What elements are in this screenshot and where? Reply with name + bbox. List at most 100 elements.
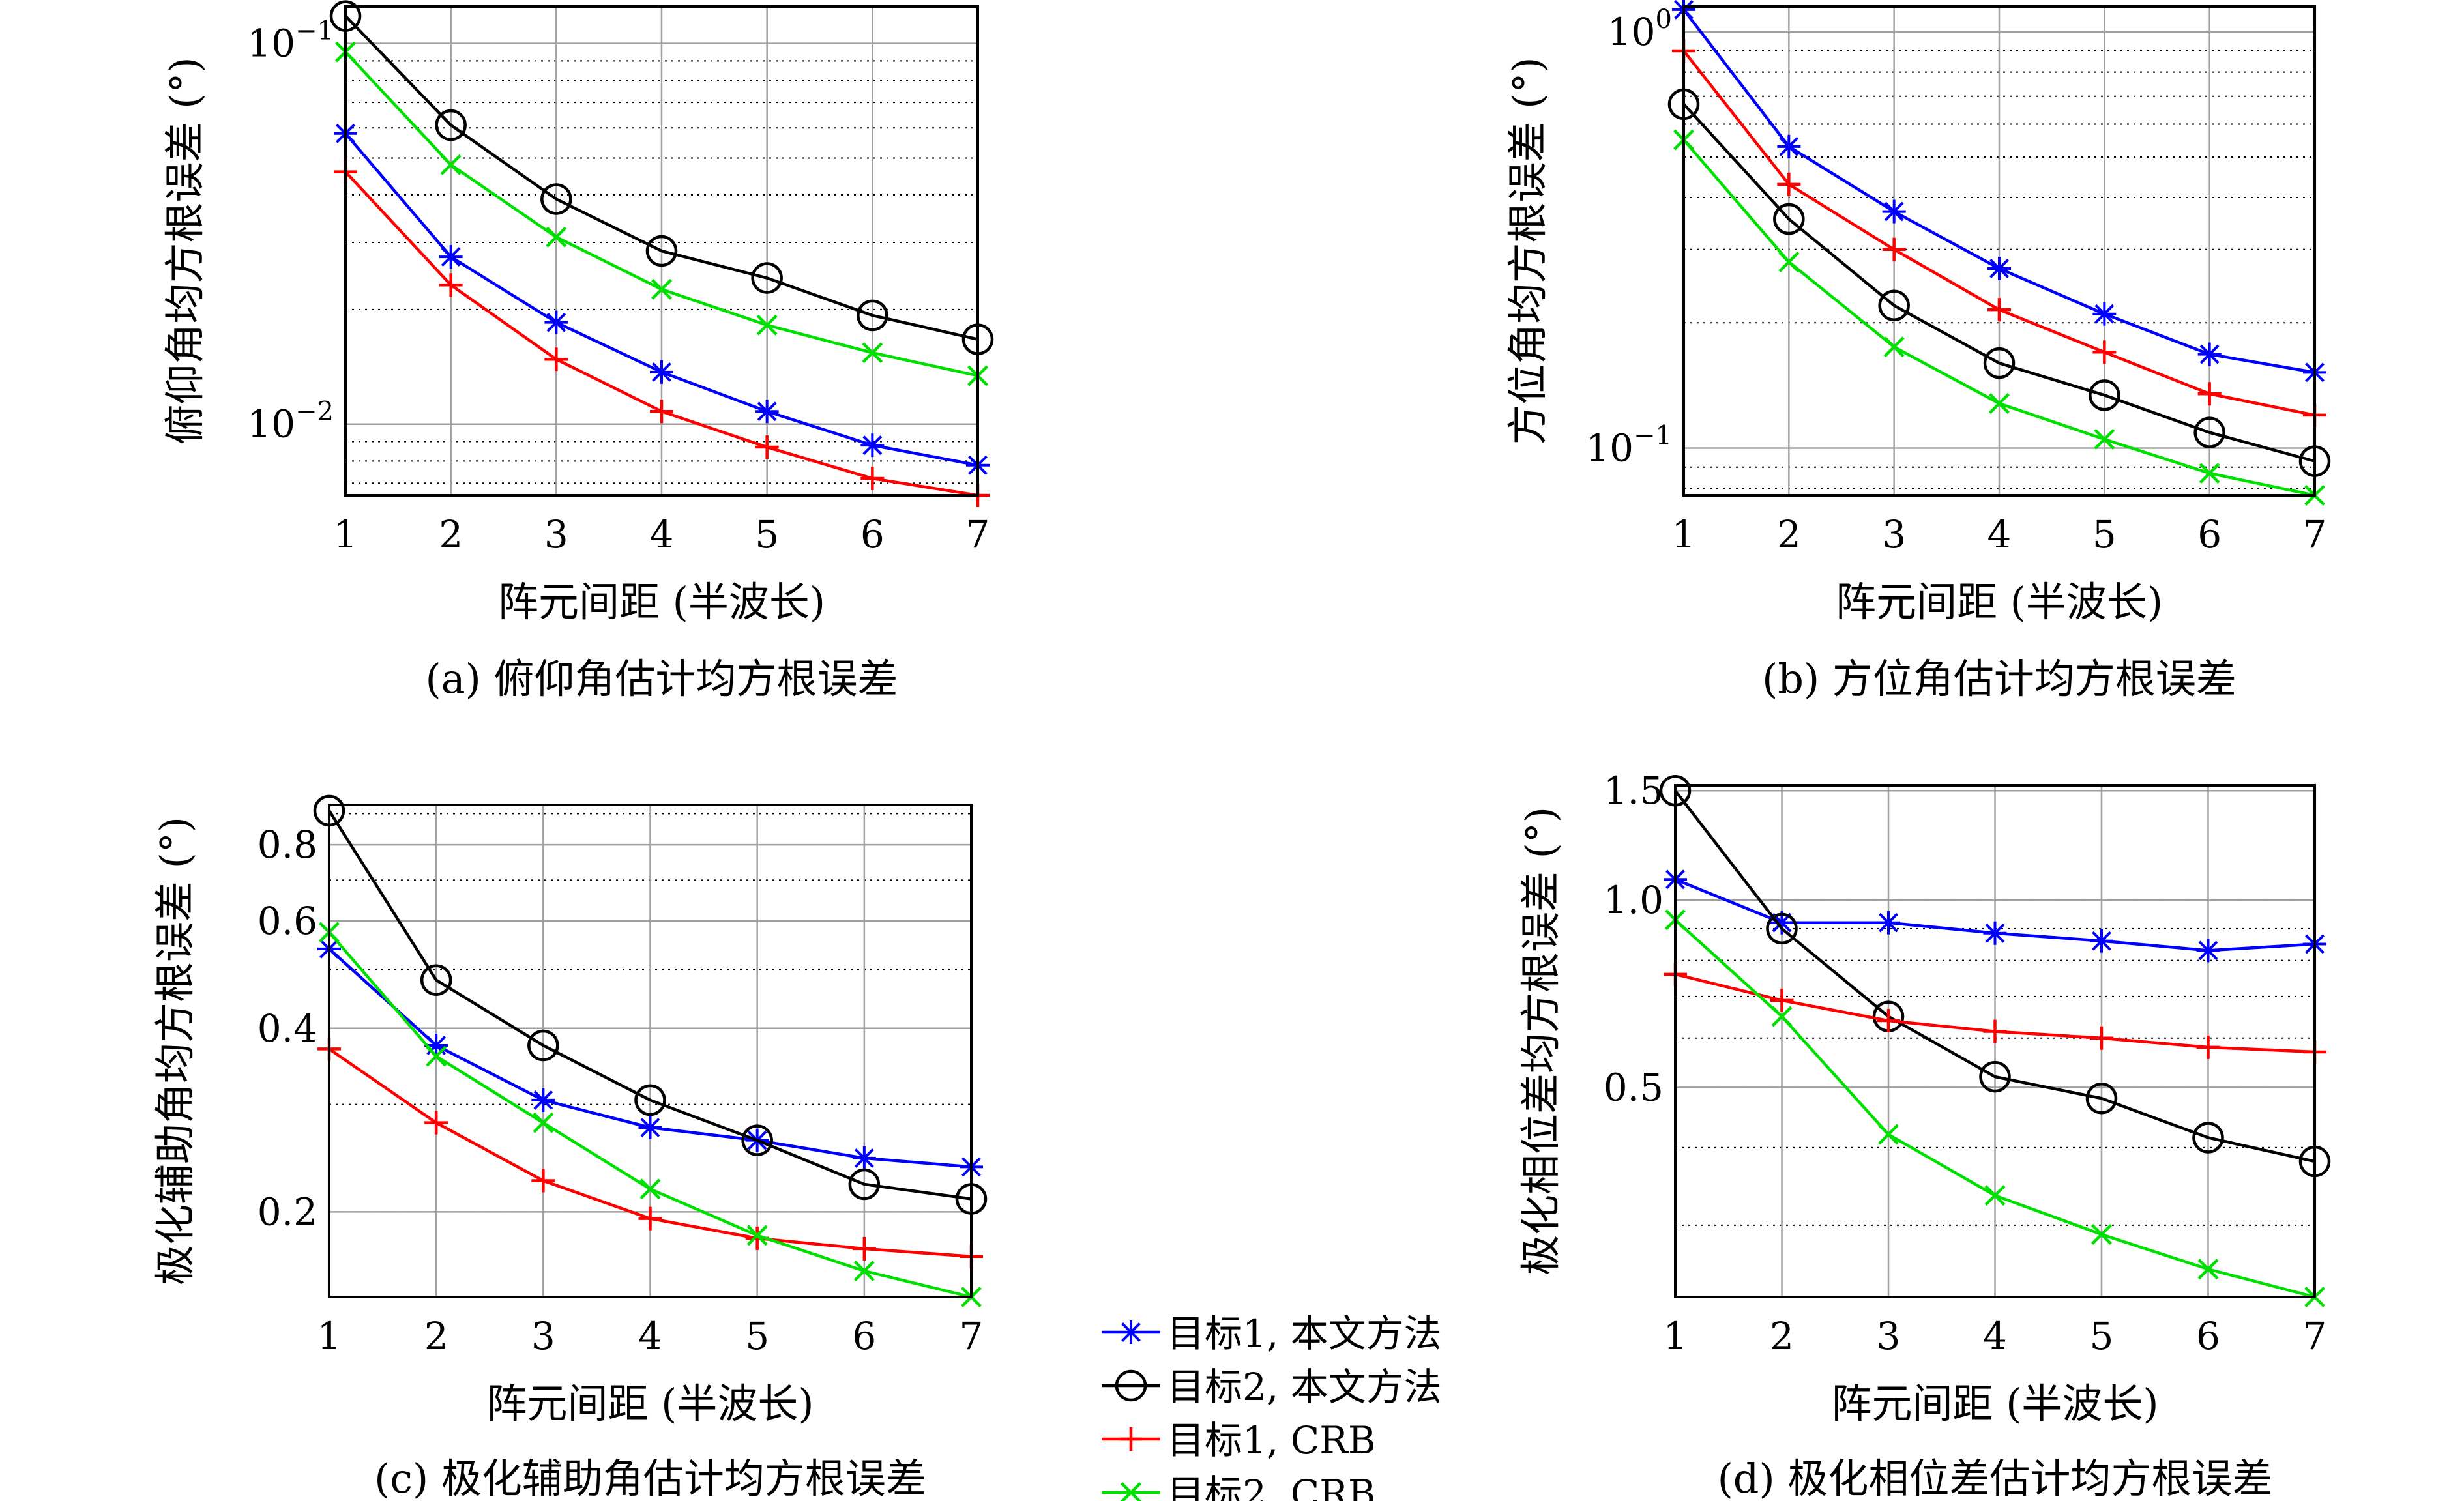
chart-panel-c: 0.8 0.6 0.4 0.2 1 2 3 4 5 6 7 阵元间距 (半波长) 极化辅助角均方根误差 … [151, 794, 988, 1501]
data-point [420, 964, 452, 996]
y-axis-label: 极化相位差均方根误差 (°) [1517, 807, 1564, 1275]
series-1 [1664, 867, 2326, 963]
data-point [639, 1178, 661, 1200]
legend-marker [1115, 1369, 1147, 1402]
data-point [755, 400, 779, 424]
x-axis-label: 阵元间距 (半波长) [1831, 1380, 2158, 1427]
chart-panel-b: 100 10−11 2 3 4 5 6 7 阵元间距 (半波长) 方位角均方根误差 (°) (b) … [1504, 0, 2331, 703]
series-2 [1667, 88, 2331, 477]
plot-frame [1674, 784, 2316, 1298]
data-point [860, 467, 885, 491]
panel-caption: (a) 俯仰角估计均方根误差 [425, 655, 898, 703]
x-tick-label: 3 [1882, 512, 1906, 557]
x-tick-label: 3 [544, 512, 568, 557]
data-point [2090, 1026, 2113, 1050]
data-point [1778, 251, 1800, 272]
data-point [1989, 393, 2010, 415]
data-point [2091, 1223, 2112, 1245]
x-tick-label: 4 [1983, 1314, 2007, 1358]
data-point [1777, 134, 1801, 158]
data-point [848, 1168, 881, 1201]
data-point [1877, 1009, 1900, 1033]
data-point [435, 109, 467, 141]
data-point [755, 435, 779, 459]
data-point [1987, 298, 2011, 322]
data-point [533, 1112, 554, 1133]
data-point [650, 400, 673, 424]
legend-entry: 目标2, 本文方法 [1102, 1365, 1442, 1409]
series-line [328, 809, 972, 1201]
x-tick-label: 5 [745, 1314, 769, 1358]
data-point [544, 347, 568, 372]
x-tick-label: 2 [439, 512, 463, 557]
data-point [862, 342, 883, 364]
data-point [2193, 416, 2225, 448]
legend-entry: 目标1, 本文方法 [1102, 1311, 1442, 1356]
x-axis-label: 阵元间距 (半波长) [498, 578, 825, 626]
data-point [1777, 172, 1801, 196]
data-point [439, 245, 463, 269]
data-point [1983, 347, 2016, 379]
chart-panel-d: 1.5 1.0 0.5 1 2 3 4 5 6 7 阵元间距 (半波长) 极化相位差均方根误差 (°)… [1517, 768, 2331, 1501]
data-point [741, 1124, 773, 1156]
x-tick-label: 7 [2303, 1314, 2327, 1358]
data-point [1877, 911, 1900, 935]
x-tick-label: 2 [1777, 512, 1801, 557]
data-point [2092, 302, 2117, 326]
data-point [746, 1225, 768, 1246]
legend-label: 目标2, CRB [1167, 1472, 1375, 1501]
data-point [2197, 342, 2222, 366]
x-tick-label: 3 [531, 1314, 555, 1358]
data-point [857, 299, 888, 332]
legend-label: 目标2, 本文方法 [1167, 1365, 1442, 1409]
plot-frame [344, 5, 979, 497]
x-tick-label: 6 [852, 1314, 876, 1358]
data-point [1773, 203, 1805, 235]
y-axis-label: 俯仰角均方根误差 (°) [161, 57, 209, 444]
y-axis-label: 方位角均方根误差 (°) [1504, 57, 1551, 444]
x-axis-label: 阵元间距 (半波长) [486, 1380, 814, 1427]
data-point [638, 1206, 662, 1231]
data-point [638, 1115, 662, 1139]
x-tick-label: 6 [860, 512, 885, 557]
data-point [544, 310, 568, 334]
data-point [1771, 1006, 1793, 1027]
x-tick-label: 1 [317, 1314, 342, 1358]
y-axis-label: 极化辅助角均方根误差 (°) [151, 817, 199, 1285]
series-line [1682, 103, 2315, 463]
data-point [1979, 1060, 2011, 1093]
y-tick-label: 0.5 [1604, 1065, 1664, 1109]
y-tick-label: 1.0 [1604, 878, 1664, 922]
y-tick-label: 100 [1607, 5, 1672, 54]
data-point [2196, 1035, 2220, 1059]
data-point [852, 1236, 876, 1261]
data-point [2192, 1122, 2224, 1154]
legend-marker [1121, 1482, 1141, 1501]
y-tick-label: 10−2 [247, 397, 334, 446]
data-point [2092, 340, 2117, 364]
data-point [2090, 929, 2113, 953]
legend-entry: 目标2, CRB [1102, 1472, 1375, 1501]
data-point [546, 226, 567, 248]
data-point [1882, 237, 1906, 261]
chart-panel-a: 10−1 10−2 1 2 3 4 5 6 7 阵元间距 (半波长) 俯仰角均方根误差 (°) (a)… [161, 0, 994, 703]
data-point [1983, 1019, 2007, 1043]
data-point [426, 1045, 447, 1067]
plot-frame [328, 804, 973, 1298]
y-tick-label: 0.2 [257, 1189, 317, 1234]
legend-label: 目标1, CRB [1167, 1418, 1375, 1463]
legend-entry: 目标1, CRB [1102, 1418, 1375, 1463]
x-axis-label: 阵元间距 (半波长) [1836, 578, 2163, 626]
data-point [1878, 1124, 1899, 1145]
data-point [1984, 1185, 2006, 1206]
data-point [2085, 1082, 2118, 1115]
x-tick-label: 5 [755, 512, 779, 557]
data-point [1882, 199, 1906, 224]
y-tick-label: 10−1 [247, 16, 334, 66]
data-point [2199, 463, 2220, 484]
data-point [540, 183, 572, 215]
x-tick-label: 4 [1987, 512, 2012, 557]
x-tick-label: 5 [2092, 512, 2117, 557]
